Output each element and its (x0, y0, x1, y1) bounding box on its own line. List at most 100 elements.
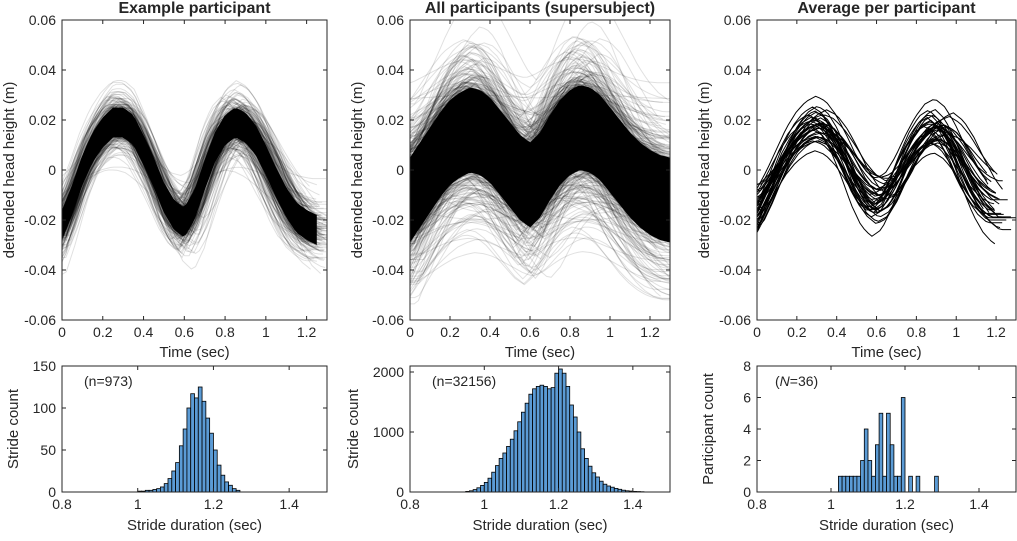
x-tick-label: 1 (606, 324, 614, 340)
y-tick-label: -0.04 (24, 262, 56, 278)
histogram-bar (495, 465, 500, 493)
trace-line (410, 76, 665, 149)
trace-line (410, 44, 667, 100)
histogram-bar (573, 416, 578, 493)
trace-line (410, 183, 670, 290)
trace-line (757, 135, 1001, 233)
histogram-bar (156, 488, 161, 493)
trace-line (62, 166, 303, 195)
histogram-bar (535, 385, 541, 493)
x-tick-label: 1.2 (640, 324, 660, 340)
histogram-bar (231, 488, 237, 493)
trace-line (410, 237, 670, 285)
trace-line (757, 110, 1007, 226)
histogram-bar (175, 462, 180, 493)
trace-line (410, 73, 670, 155)
x-tick-label: 1.4 (279, 496, 299, 512)
trace-line (410, 83, 670, 131)
x-tick-label: 1.2 (986, 324, 1006, 340)
histogram-bar (856, 475, 862, 493)
histogram-bar (491, 471, 496, 493)
trace-line (410, 60, 665, 152)
x-tick-label: 0.4 (827, 324, 847, 340)
histogram-bar (220, 474, 226, 493)
trace-line (410, 36, 670, 113)
trace-line (62, 144, 299, 244)
chart-title: Average per participant (797, 0, 976, 17)
trace-line (62, 147, 308, 253)
trace-line (410, 64, 646, 152)
trace-line (410, 50, 660, 164)
trace-line (410, 36, 667, 168)
y-tick-label: -0.02 (372, 212, 404, 228)
trace-line (410, 219, 670, 245)
trace-line (410, 213, 670, 268)
x-tick-label: 0.8 (560, 324, 580, 340)
trace-line (410, 42, 670, 160)
trace-line (62, 98, 311, 270)
trace-line (62, 137, 326, 268)
histogram-bar (543, 385, 548, 493)
histogram-bar (863, 428, 869, 493)
y-tick-label: -0.02 (24, 212, 56, 228)
y-tick-label: 2000 (373, 364, 404, 380)
trace-line (410, 40, 670, 138)
histogram-bar (178, 445, 184, 493)
y-tick-label: -0.06 (372, 312, 404, 328)
y-tick-label: 0 (743, 162, 751, 178)
trace-line (62, 105, 297, 203)
histogram-bar (182, 428, 188, 493)
histogram-bar (498, 457, 504, 493)
trace-line (62, 98, 323, 203)
trace-line (410, 76, 666, 145)
trace-line (410, 80, 670, 122)
trace-line (410, 212, 670, 284)
histogram-bar (547, 388, 552, 493)
histogram-bar (216, 464, 222, 493)
trace-line (410, 75, 667, 127)
y-tick-label: 4 (743, 421, 751, 437)
trace-line (410, 56, 662, 148)
trace-line (410, 188, 670, 280)
x-tick-label: 1 (827, 496, 835, 512)
trace-line (410, 196, 670, 261)
axes-frame (61, 365, 328, 493)
x-tick-label: 1.4 (969, 496, 989, 512)
y-tick-label: -0.04 (372, 262, 404, 278)
panel-top-right: 0 0.2 0.4 0.6 0.8 1 1.2 -0.06 -0.04 -0.02 0 0.02 0.0… (696, 0, 1017, 361)
histogram-bar (554, 372, 559, 493)
histogram-bar (587, 465, 593, 493)
y-axis-label: Stride count (345, 388, 362, 469)
trace-line (410, 41, 670, 162)
histogram-bar (897, 475, 902, 493)
trace-line (410, 186, 670, 277)
x-tick-label: 0.8 (747, 496, 767, 512)
histogram-bar (613, 487, 619, 493)
trace-line (410, 86, 670, 153)
histogram-bar (882, 475, 887, 493)
x-tick-label: 1 (952, 324, 960, 340)
histogram-bar (539, 384, 545, 493)
trace-line (410, 84, 670, 122)
x-axis-label: Stride duration (sec) (127, 517, 262, 534)
trace-line (410, 58, 670, 84)
chart-title: All participants (supersubject) (425, 0, 655, 17)
x-tick-label: 0.8 (907, 324, 927, 340)
trace-line (62, 100, 327, 203)
trace-line (757, 122, 988, 198)
trace-line (410, 60, 670, 148)
y-tick-label: 0.02 (29, 112, 56, 128)
trace-line (410, 86, 664, 139)
trace-group (62, 79, 327, 275)
trace-line (410, 38, 670, 163)
x-axis-label: Stride duration (sec) (819, 517, 954, 534)
y-tick-label: 0.06 (724, 12, 751, 28)
histogram-bar (480, 484, 485, 493)
histogram-bar (224, 481, 229, 493)
trace-line (62, 134, 311, 248)
trace-line (410, 199, 670, 279)
y-tick-label: 0 (396, 484, 404, 500)
trace-line (410, 71, 670, 138)
histogram-bar (934, 475, 939, 493)
trace-line (410, 175, 670, 257)
